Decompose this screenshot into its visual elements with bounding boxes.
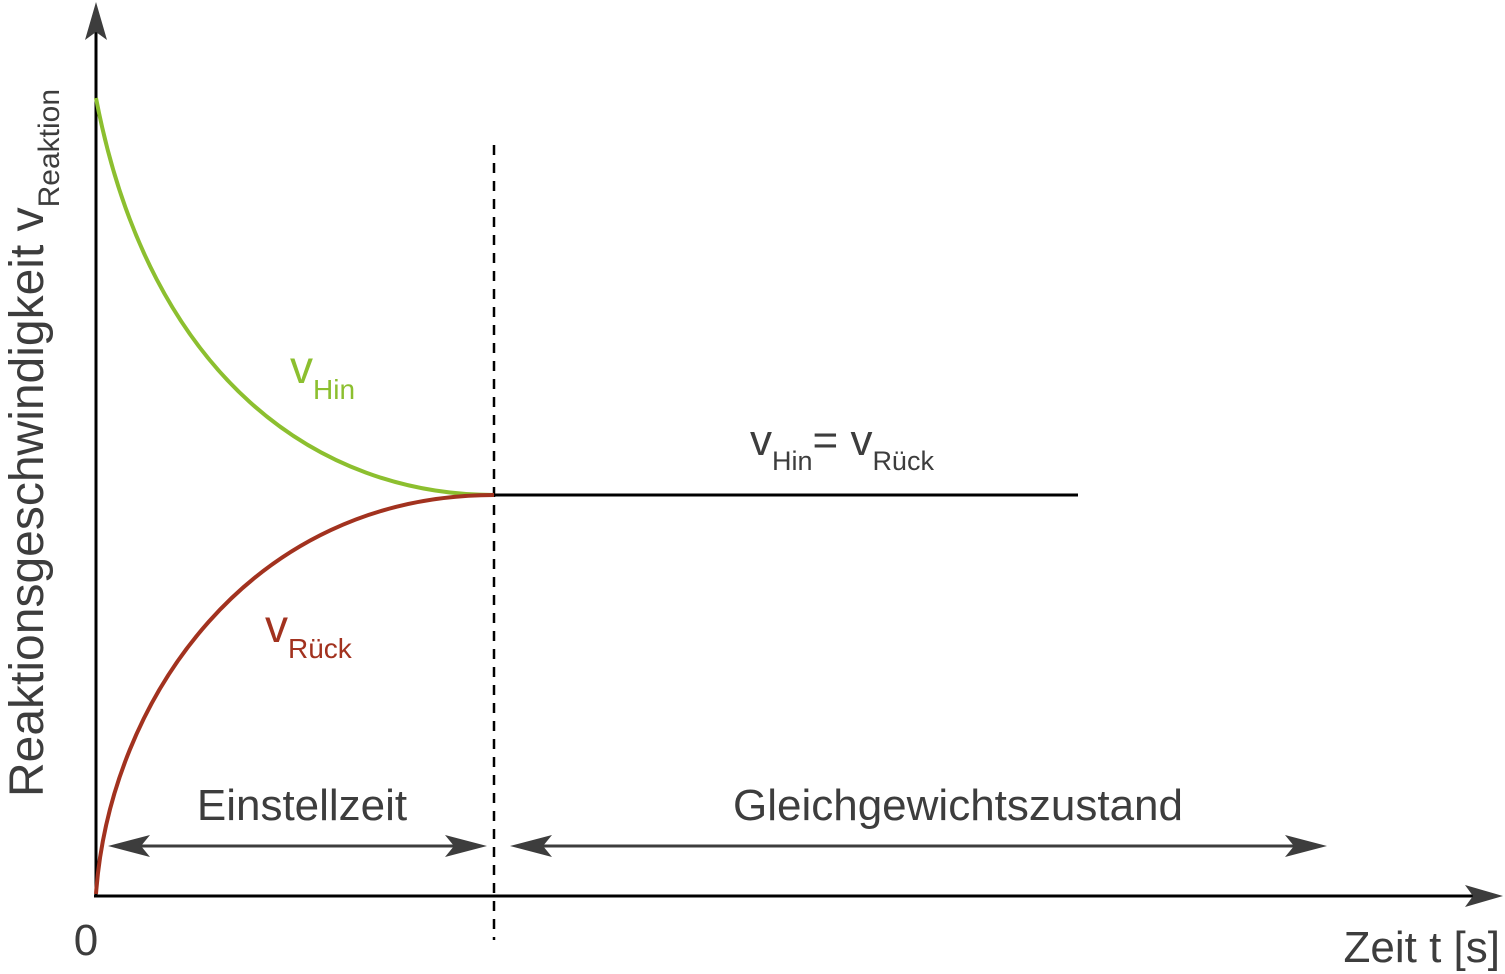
- y-axis-label-sub: Reaktion: [33, 89, 66, 207]
- label-v-rueck-v: v: [265, 600, 288, 652]
- y-axis-label: Reaktionsgeschwindigkeit vReaktion: [1, 89, 66, 797]
- label-eq-v2: v: [850, 416, 872, 465]
- arrow-einstellzeit: [108, 835, 487, 857]
- label-eq-sign: =: [813, 416, 851, 465]
- y-axis-arrowhead: [85, 2, 107, 40]
- y-axis-label-main: Reaktionsgeschwindigkeit v: [1, 207, 54, 797]
- x-axis-arrowhead: [1465, 885, 1503, 907]
- curve-v-rueck: [94, 493, 495, 895]
- label-eq-sub1: Hin: [772, 446, 813, 476]
- label-v-hin: vHin: [290, 341, 355, 405]
- label-eq-sub2: Rück: [872, 446, 934, 476]
- origin-label: 0: [74, 916, 98, 965]
- label-v-rueck: vRück: [265, 600, 353, 664]
- x-axis-label: Zeit t [s]: [1344, 923, 1500, 972]
- label-gleichgewichtszustand: Gleichgewichtszustand: [733, 781, 1183, 830]
- arrow-gleichgewichtszustand: [510, 835, 1327, 857]
- curve-v-hin: [94, 97, 495, 497]
- arrow-gleichgewicht-left-head: [510, 835, 552, 857]
- label-einstellzeit: Einstellzeit: [197, 781, 407, 830]
- label-v-rueck-sub: Rück: [288, 633, 353, 664]
- label-v-hin-v: v: [290, 341, 313, 393]
- arrow-gleichgewicht-right-head: [1285, 835, 1327, 857]
- label-eq-v1: v: [750, 416, 772, 465]
- label-v-hin-sub: Hin: [313, 374, 355, 405]
- label-equilibrium: vHin= vRück: [750, 416, 934, 476]
- arrow-einstellzeit-right-head: [445, 835, 487, 857]
- arrow-einstellzeit-left-head: [108, 835, 150, 857]
